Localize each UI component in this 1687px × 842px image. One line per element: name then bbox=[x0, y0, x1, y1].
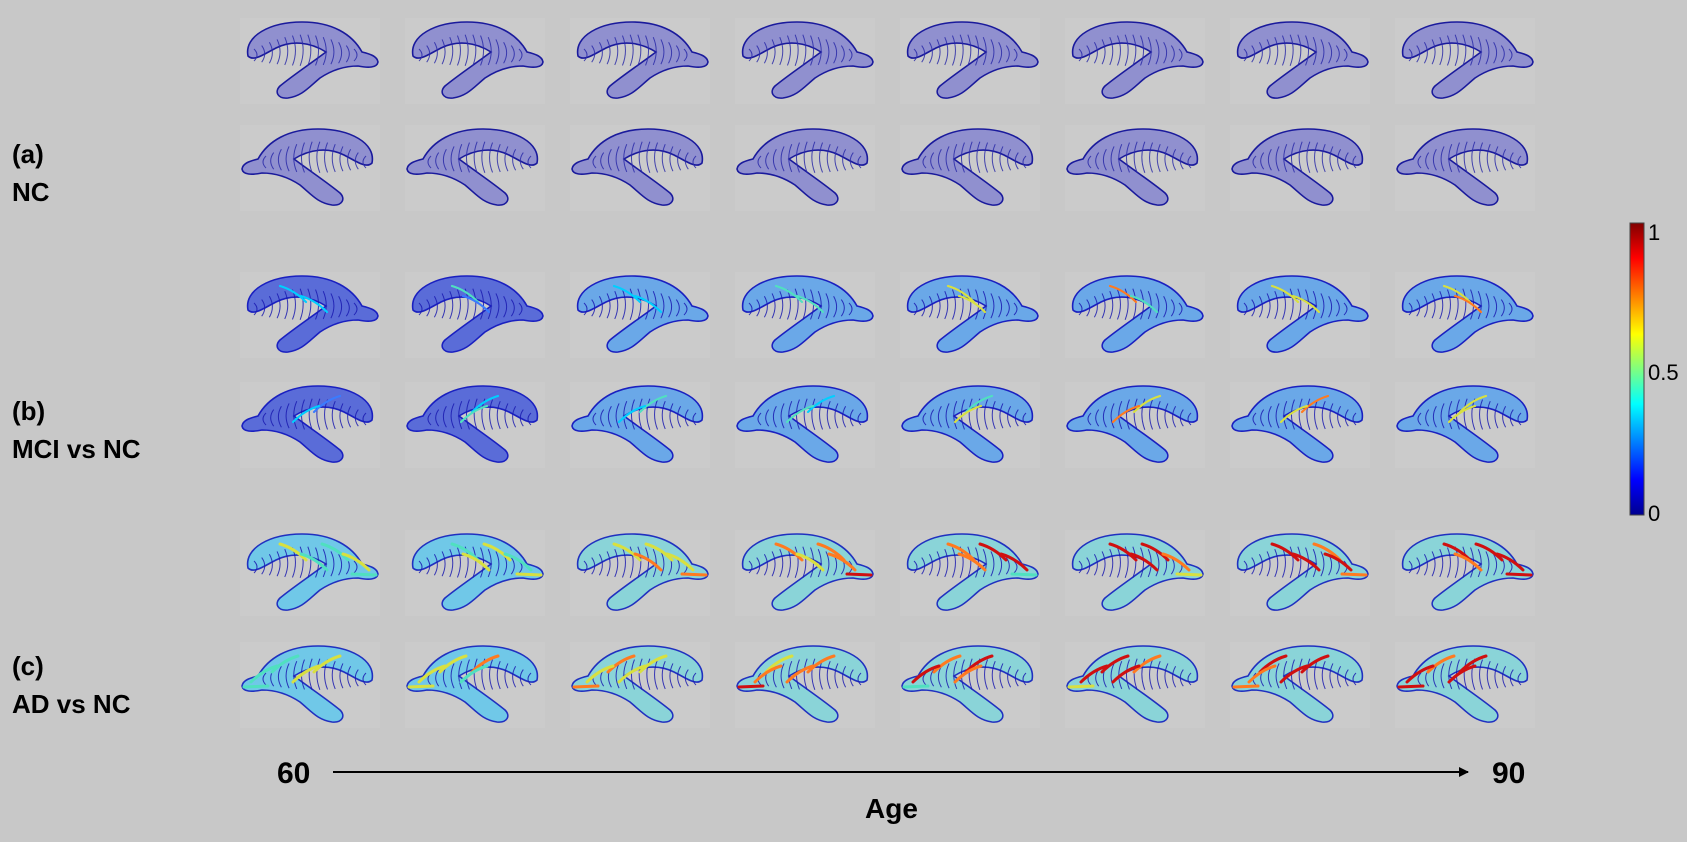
colorbar-tick-min: 0 bbox=[1648, 501, 1661, 526]
shape-nc-row1-col3 bbox=[570, 18, 710, 104]
shape-nc-row2-col1 bbox=[240, 125, 380, 211]
shape-nc-row1-col5 bbox=[900, 18, 1040, 104]
shape-mci-row3-col8 bbox=[1395, 272, 1535, 358]
shape-ad-row5-col1 bbox=[240, 530, 380, 616]
age-start-label: 60 bbox=[277, 757, 311, 790]
shape-mci-row3-col4 bbox=[735, 272, 875, 358]
shape-ad-row5-col4 bbox=[735, 530, 875, 616]
shape-nc-row2-col5 bbox=[900, 125, 1040, 211]
shape-mci-row4-col2 bbox=[405, 382, 545, 468]
shape-ad-row6-col1 bbox=[240, 642, 380, 728]
shape-ad-row5-col8 bbox=[1395, 530, 1535, 616]
shape-nc-row2-col2 bbox=[405, 125, 545, 211]
shape-mci-row3-col5 bbox=[900, 272, 1040, 358]
shape-ad-row5-col6 bbox=[1065, 530, 1205, 616]
row-label-b: (b) MCI vs NC bbox=[12, 392, 141, 468]
shape-ad-row6-col3 bbox=[570, 642, 710, 728]
shape-mci-row4-col7 bbox=[1230, 382, 1370, 468]
age-axis-title: Age bbox=[865, 793, 918, 824]
shape-nc-row2-col3 bbox=[570, 125, 710, 211]
row-label-c: (c) AD vs NC bbox=[12, 647, 130, 723]
shape-ad-row6-col8 bbox=[1395, 642, 1535, 728]
shape-ad-row5-col2 bbox=[405, 530, 545, 616]
row-name: NC bbox=[12, 177, 50, 207]
shape-ad-row5-col7 bbox=[1230, 530, 1370, 616]
shape-ad-row6-col5 bbox=[900, 642, 1040, 728]
shape-mci-row3-col3 bbox=[570, 272, 710, 358]
shape-ad-row5-col5 bbox=[900, 530, 1040, 616]
row-name: AD vs NC bbox=[12, 689, 131, 719]
shape-mci-row4-col5 bbox=[900, 382, 1040, 468]
shape-nc-row1-col2 bbox=[405, 18, 545, 104]
row-tag: (a) bbox=[12, 139, 44, 169]
shape-nc-row1-col6 bbox=[1065, 18, 1205, 104]
shape-mci-row3-col7 bbox=[1230, 272, 1370, 358]
shape-mci-row4-col4 bbox=[735, 382, 875, 468]
shape-ad-row5-col3 bbox=[570, 530, 710, 616]
row-tag: (b) bbox=[12, 396, 46, 426]
shape-mci-row3-col6 bbox=[1065, 272, 1205, 358]
shape-mci-row4-col6 bbox=[1065, 382, 1205, 468]
shape-ad-row6-col6 bbox=[1065, 642, 1205, 728]
shape-ad-row6-col2 bbox=[405, 642, 545, 728]
shape-nc-row2-col8 bbox=[1395, 125, 1535, 211]
shape-mci-row3-col1 bbox=[240, 272, 380, 358]
shape-nc-row2-col4 bbox=[735, 125, 875, 211]
shape-ad-row6-col4 bbox=[735, 642, 875, 728]
shape-nc-row1-col4 bbox=[735, 18, 875, 104]
row-tag: (c) bbox=[12, 651, 44, 681]
shape-nc-row2-col7 bbox=[1230, 125, 1370, 211]
row-name: MCI vs NC bbox=[12, 434, 141, 464]
colorbar bbox=[1629, 222, 1645, 516]
colorbar-tick-mid: 0.5 bbox=[1648, 360, 1679, 385]
shape-mci-row4-col1 bbox=[240, 382, 380, 468]
colorbar-tick-max: 1 bbox=[1648, 220, 1661, 245]
shape-mci-row3-col2 bbox=[405, 272, 545, 358]
shape-nc-row2-col6 bbox=[1065, 125, 1205, 211]
row-label-a: (a) NC bbox=[12, 135, 50, 211]
shape-nc-row1-col1 bbox=[240, 18, 380, 104]
shape-mci-row4-col8 bbox=[1395, 382, 1535, 468]
shape-mci-row4-col3 bbox=[570, 382, 710, 468]
age-end-label: 90 bbox=[1492, 757, 1526, 790]
shape-ad-row6-col7 bbox=[1230, 642, 1370, 728]
shape-nc-row1-col7 bbox=[1230, 18, 1370, 104]
shape-nc-row1-col8 bbox=[1395, 18, 1535, 104]
